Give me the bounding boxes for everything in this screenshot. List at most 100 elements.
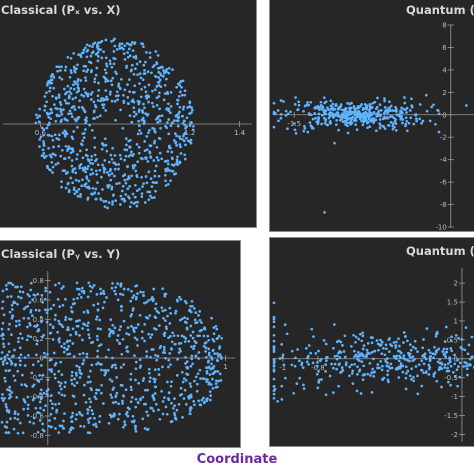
data-point bbox=[399, 366, 403, 369]
data-point bbox=[41, 373, 45, 377]
data-point bbox=[134, 378, 137, 382]
data-point bbox=[427, 348, 431, 352]
data-point bbox=[325, 359, 328, 363]
panel-classical-py-y: Classical (Pᵧ vs. Y) 1 0.8 0.6 0.4 0.2 0 -0.2-… bbox=[0, 240, 241, 448]
data-point bbox=[69, 69, 73, 72]
data-point bbox=[149, 376, 152, 380]
data-point bbox=[124, 388, 128, 392]
data-point bbox=[148, 56, 152, 59]
data-point bbox=[16, 431, 20, 435]
data-point bbox=[4, 379, 7, 383]
data-point bbox=[86, 418, 90, 422]
data-point bbox=[98, 318, 102, 322]
data-point bbox=[169, 179, 172, 183]
data-point bbox=[383, 97, 386, 100]
data-point bbox=[384, 358, 387, 362]
data-point bbox=[84, 79, 88, 82]
data-point bbox=[87, 375, 91, 379]
data-point bbox=[335, 354, 339, 358]
data-point bbox=[122, 319, 126, 323]
data-point bbox=[99, 287, 102, 291]
data-point bbox=[22, 398, 26, 401]
data-point bbox=[57, 380, 61, 384]
data-point bbox=[125, 349, 129, 353]
data-point bbox=[272, 350, 276, 354]
data-point bbox=[60, 118, 63, 122]
data-point bbox=[149, 144, 153, 148]
data-point bbox=[170, 348, 173, 351]
data-point bbox=[100, 142, 104, 145]
data-point bbox=[62, 108, 65, 111]
data-point bbox=[123, 199, 127, 203]
data-point bbox=[111, 401, 115, 404]
data-point bbox=[370, 391, 374, 394]
data-point bbox=[59, 360, 63, 364]
data-point bbox=[453, 375, 457, 379]
data-point bbox=[372, 357, 375, 361]
data-point bbox=[184, 403, 188, 406]
data-point bbox=[154, 302, 158, 306]
data-point bbox=[102, 292, 106, 296]
data-point bbox=[148, 151, 152, 155]
data-point bbox=[65, 348, 69, 352]
data-point bbox=[138, 358, 142, 362]
data-point bbox=[76, 324, 80, 328]
data-point bbox=[179, 297, 183, 301]
data-point bbox=[154, 353, 157, 357]
data-point bbox=[64, 101, 68, 105]
data-point bbox=[110, 157, 114, 161]
data-point bbox=[26, 325, 29, 329]
data-point bbox=[75, 157, 79, 161]
data-point bbox=[153, 139, 157, 143]
data-point bbox=[146, 113, 150, 116]
x-tick-label: 0.6 bbox=[35, 129, 47, 137]
data-point bbox=[148, 380, 152, 383]
data-point bbox=[130, 312, 134, 316]
data-point bbox=[174, 311, 177, 315]
data-point bbox=[137, 124, 141, 128]
data-point bbox=[400, 115, 403, 118]
data-point bbox=[443, 340, 447, 343]
data-point bbox=[5, 361, 9, 365]
data-point bbox=[83, 383, 86, 387]
data-point bbox=[366, 351, 370, 355]
data-point bbox=[70, 370, 74, 374]
data-point bbox=[58, 133, 61, 137]
data-point bbox=[110, 83, 114, 87]
data-point bbox=[157, 311, 161, 315]
data-point bbox=[52, 76, 56, 79]
data-point bbox=[162, 348, 166, 352]
data-point bbox=[196, 372, 200, 376]
data-point bbox=[114, 395, 118, 399]
data-point bbox=[357, 355, 360, 358]
data-point bbox=[85, 116, 88, 120]
data-point bbox=[183, 93, 187, 97]
data-point bbox=[94, 73, 98, 77]
data-point bbox=[122, 99, 126, 103]
data-point bbox=[108, 184, 111, 187]
data-point bbox=[142, 294, 145, 297]
data-point bbox=[10, 303, 14, 307]
data-point bbox=[197, 399, 200, 403]
data-point bbox=[300, 363, 303, 367]
data-point bbox=[383, 99, 386, 103]
data-point bbox=[129, 378, 133, 381]
data-point bbox=[98, 114, 102, 118]
data-point bbox=[429, 351, 432, 355]
data-point bbox=[152, 127, 156, 131]
data-point bbox=[51, 326, 55, 330]
data-point bbox=[348, 374, 351, 378]
data-point bbox=[81, 327, 84, 330]
data-point bbox=[65, 328, 69, 332]
data-point bbox=[309, 100, 313, 104]
data-point bbox=[392, 341, 396, 344]
data-point bbox=[202, 334, 206, 338]
data-point bbox=[146, 388, 150, 392]
data-point bbox=[404, 335, 407, 338]
data-point bbox=[36, 292, 40, 296]
data-point bbox=[51, 152, 54, 156]
data-point bbox=[354, 353, 358, 357]
data-point bbox=[87, 179, 91, 183]
data-point bbox=[54, 361, 58, 365]
data-point bbox=[84, 128, 87, 131]
